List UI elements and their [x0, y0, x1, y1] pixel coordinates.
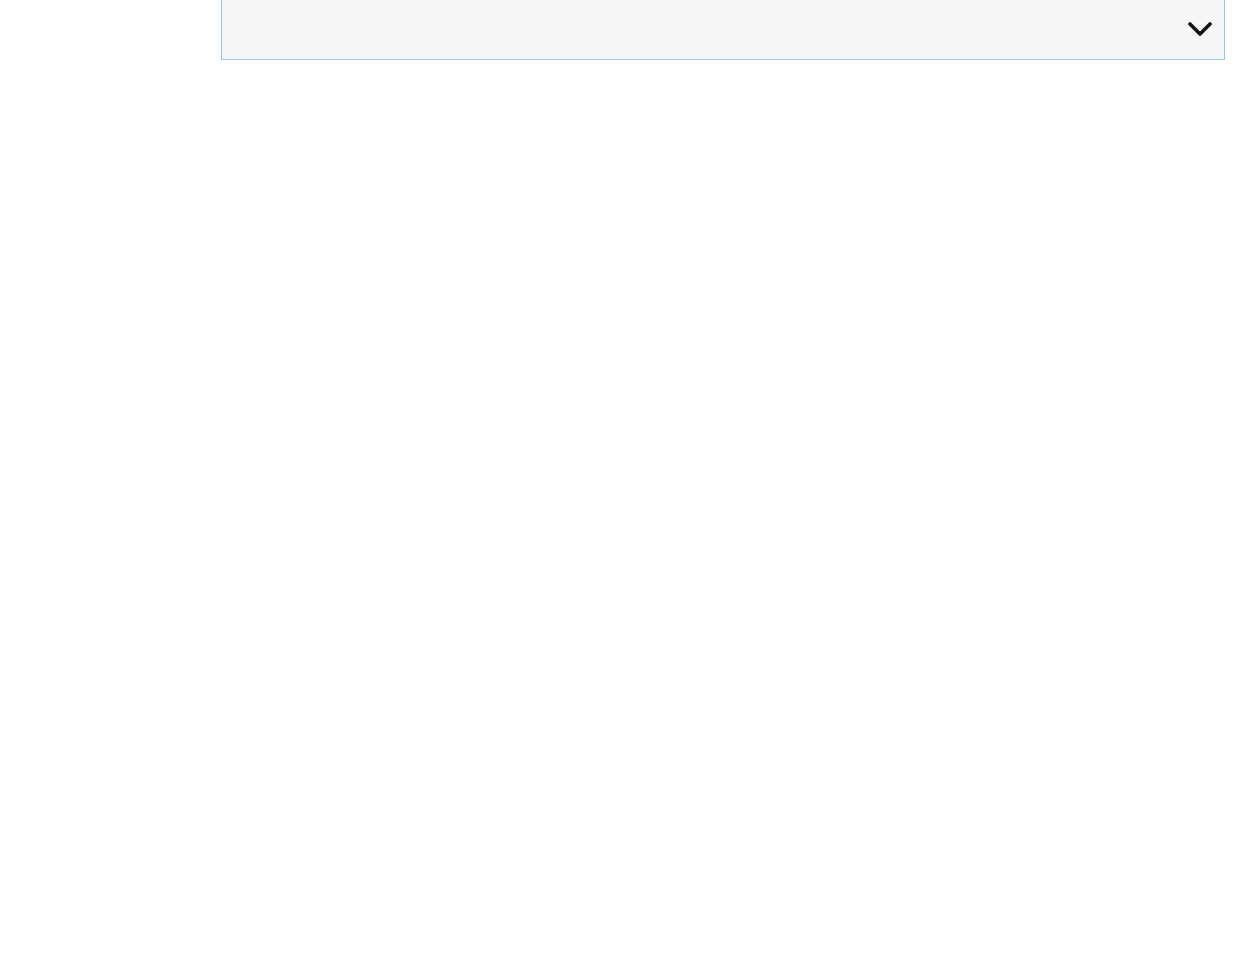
song-picker-row [0, 0, 1238, 62]
song-select[interactable] [221, 0, 1225, 60]
chevron-down-icon [1188, 22, 1212, 36]
